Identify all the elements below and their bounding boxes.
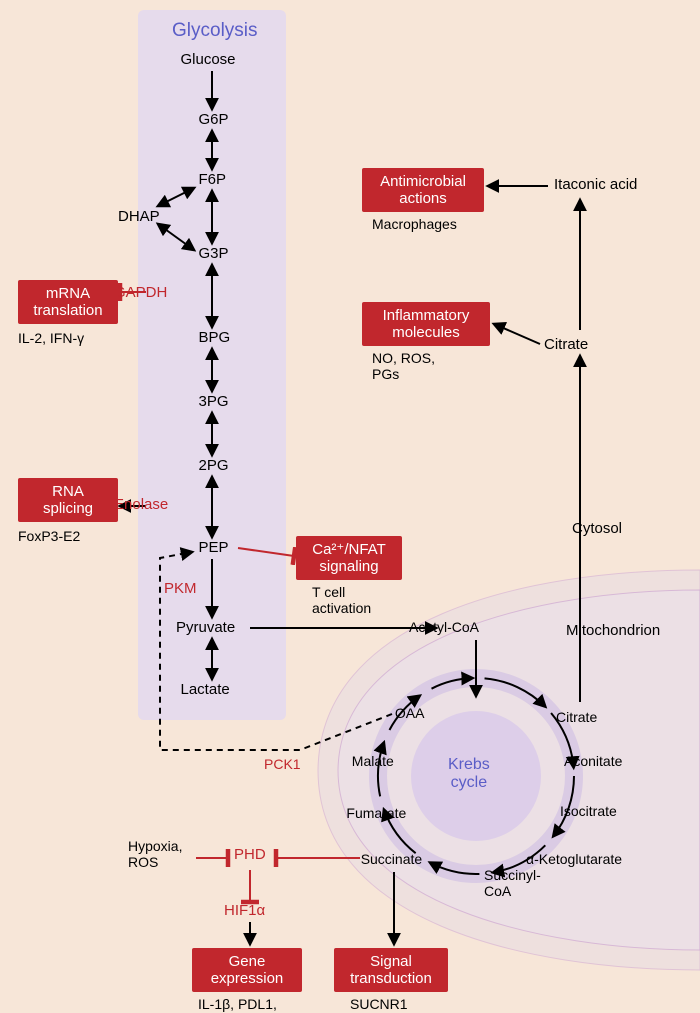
krebs-met-1: Citrate xyxy=(556,709,597,725)
redbox-sub-signal: SUCNR1 xyxy=(350,996,408,1012)
met-pep: PEP xyxy=(199,539,229,556)
redbox-antimic: Antimicrobial actions xyxy=(362,168,484,212)
redbox-sub-mrna: IL-2, IFN-γ xyxy=(18,330,84,346)
enz-gapdh: GAPDH xyxy=(114,284,167,301)
redbox-sub-inflam: NO, ROS, PGs xyxy=(372,350,435,382)
krebs-met-0: Acetyl-CoA xyxy=(409,619,479,635)
redbox-inflam: Inflammatory molecules xyxy=(362,302,490,346)
redbox-ca_nfat: Ca²⁺/NFAT signaling xyxy=(296,536,402,580)
redbox-mrna: mRNA translation xyxy=(18,280,118,324)
krebs-met-2: Aconitate xyxy=(564,753,622,769)
met-glucose: Glucose xyxy=(181,51,236,68)
krebs-met-7: Fumarate xyxy=(346,805,406,821)
citrate-cytosol: Citrate xyxy=(544,336,588,353)
redbox-sub-antimic: Macrophages xyxy=(372,216,457,232)
cytosol-label: Cytosol xyxy=(572,520,622,537)
krebs-met-9: OAA xyxy=(395,705,425,721)
met-3pg: 3PG xyxy=(199,393,229,410)
redbox-rna: RNA splicing xyxy=(18,478,118,522)
met-2pg: 2PG xyxy=(199,457,229,474)
itaconic: Itaconic acid xyxy=(554,176,637,193)
redbox-sub-ca_nfat: T cell activation xyxy=(312,584,371,616)
met-g6p: G6P xyxy=(199,111,229,128)
krebs-met-4: α-Ketoglutarate xyxy=(526,851,622,867)
hypoxia: Hypoxia, ROS xyxy=(128,838,182,870)
enz-enolase: Enolase xyxy=(114,496,168,513)
glycolysis-title: Glycolysis xyxy=(172,20,258,42)
krebs-title: Krebs cycle xyxy=(448,756,490,793)
met-dhap: DHAP xyxy=(118,208,160,225)
redbox-sub-gene: IL-1β, PDL1, miR-210 xyxy=(198,996,277,1013)
met-bpg: BPG xyxy=(199,329,231,346)
met-lactate: Lactate xyxy=(181,681,230,698)
hif1a: HIF1α xyxy=(224,902,265,919)
redbox-sub-rna: FoxP3-E2 xyxy=(18,528,80,544)
enz-pck1: PCK1 xyxy=(264,756,301,772)
phd: PHD xyxy=(234,846,266,863)
enz-pkm: PKM xyxy=(164,580,197,597)
krebs-met-3: Isocitrate xyxy=(560,803,617,819)
krebs-met-6: Succinate xyxy=(361,851,422,867)
met-f6p: F6P xyxy=(199,171,227,188)
met-g3p: G3P xyxy=(199,245,229,262)
krebs-met-8: Malate xyxy=(352,753,394,769)
redbox-signal: Signal transduction xyxy=(334,948,448,992)
met-pyruvate: Pyruvate xyxy=(176,619,235,636)
redbox-gene: Gene expression xyxy=(192,948,302,992)
diagram-stage: Glycolysis Glucose G6P F6P G3P BPG 3PG 2PG PEP Py… xyxy=(0,0,700,1013)
krebs-met-5: Succinyl- CoA xyxy=(484,867,541,899)
mito-label: Mitochondrion xyxy=(566,622,660,639)
